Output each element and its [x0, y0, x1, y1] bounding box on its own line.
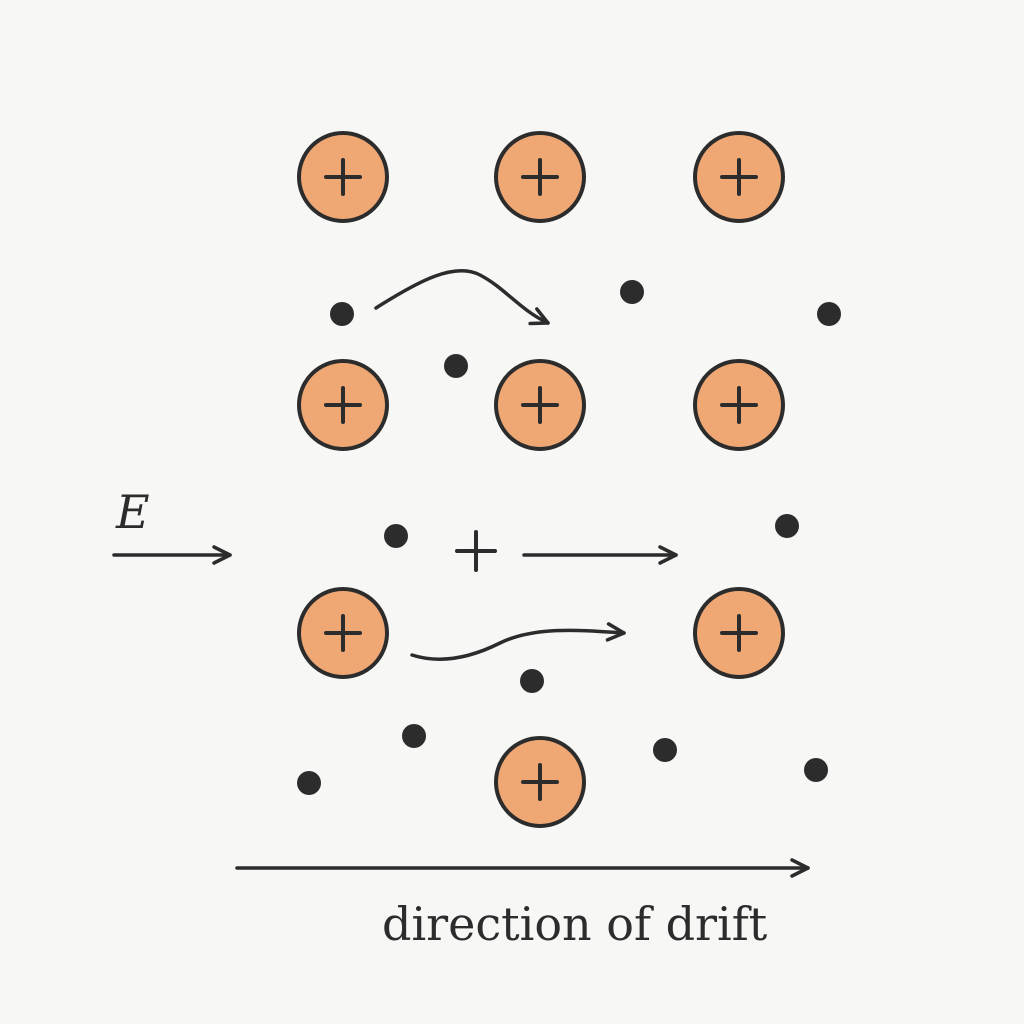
electron-dot-icon	[297, 771, 321, 795]
positive-ion-icon	[297, 587, 389, 679]
positive-ions	[297, 131, 785, 828]
field-label: E	[115, 485, 150, 539]
electron-dot-icon	[653, 738, 677, 762]
electron-dot-icon	[775, 514, 799, 538]
electron-dot-icon	[384, 524, 408, 548]
positive-ion-icon	[494, 359, 586, 451]
free-electrons	[297, 280, 841, 795]
electron-dot-icon	[620, 280, 644, 304]
electron-dot-icon	[804, 758, 828, 782]
drift-label: direction of drift	[382, 897, 768, 951]
electron-dot-icon	[330, 302, 354, 326]
electron-dot-icon	[520, 669, 544, 693]
electron-dot-icon	[817, 302, 841, 326]
electron-dot-icon	[402, 724, 426, 748]
plus-sign-icon	[455, 530, 497, 572]
electron-dot-icon	[444, 354, 468, 378]
positive-ion-icon	[693, 359, 785, 451]
electron-path-arrow-upper	[374, 269, 550, 326]
electron-path-arrow-lower	[410, 622, 626, 661]
positive-ion-icon	[693, 131, 785, 223]
positive-ion-icon	[297, 359, 389, 451]
positive-ion-icon	[297, 131, 389, 223]
positive-ion-icon	[494, 131, 586, 223]
positive-ion-icon	[693, 587, 785, 679]
positive-ion-icon	[494, 736, 586, 828]
